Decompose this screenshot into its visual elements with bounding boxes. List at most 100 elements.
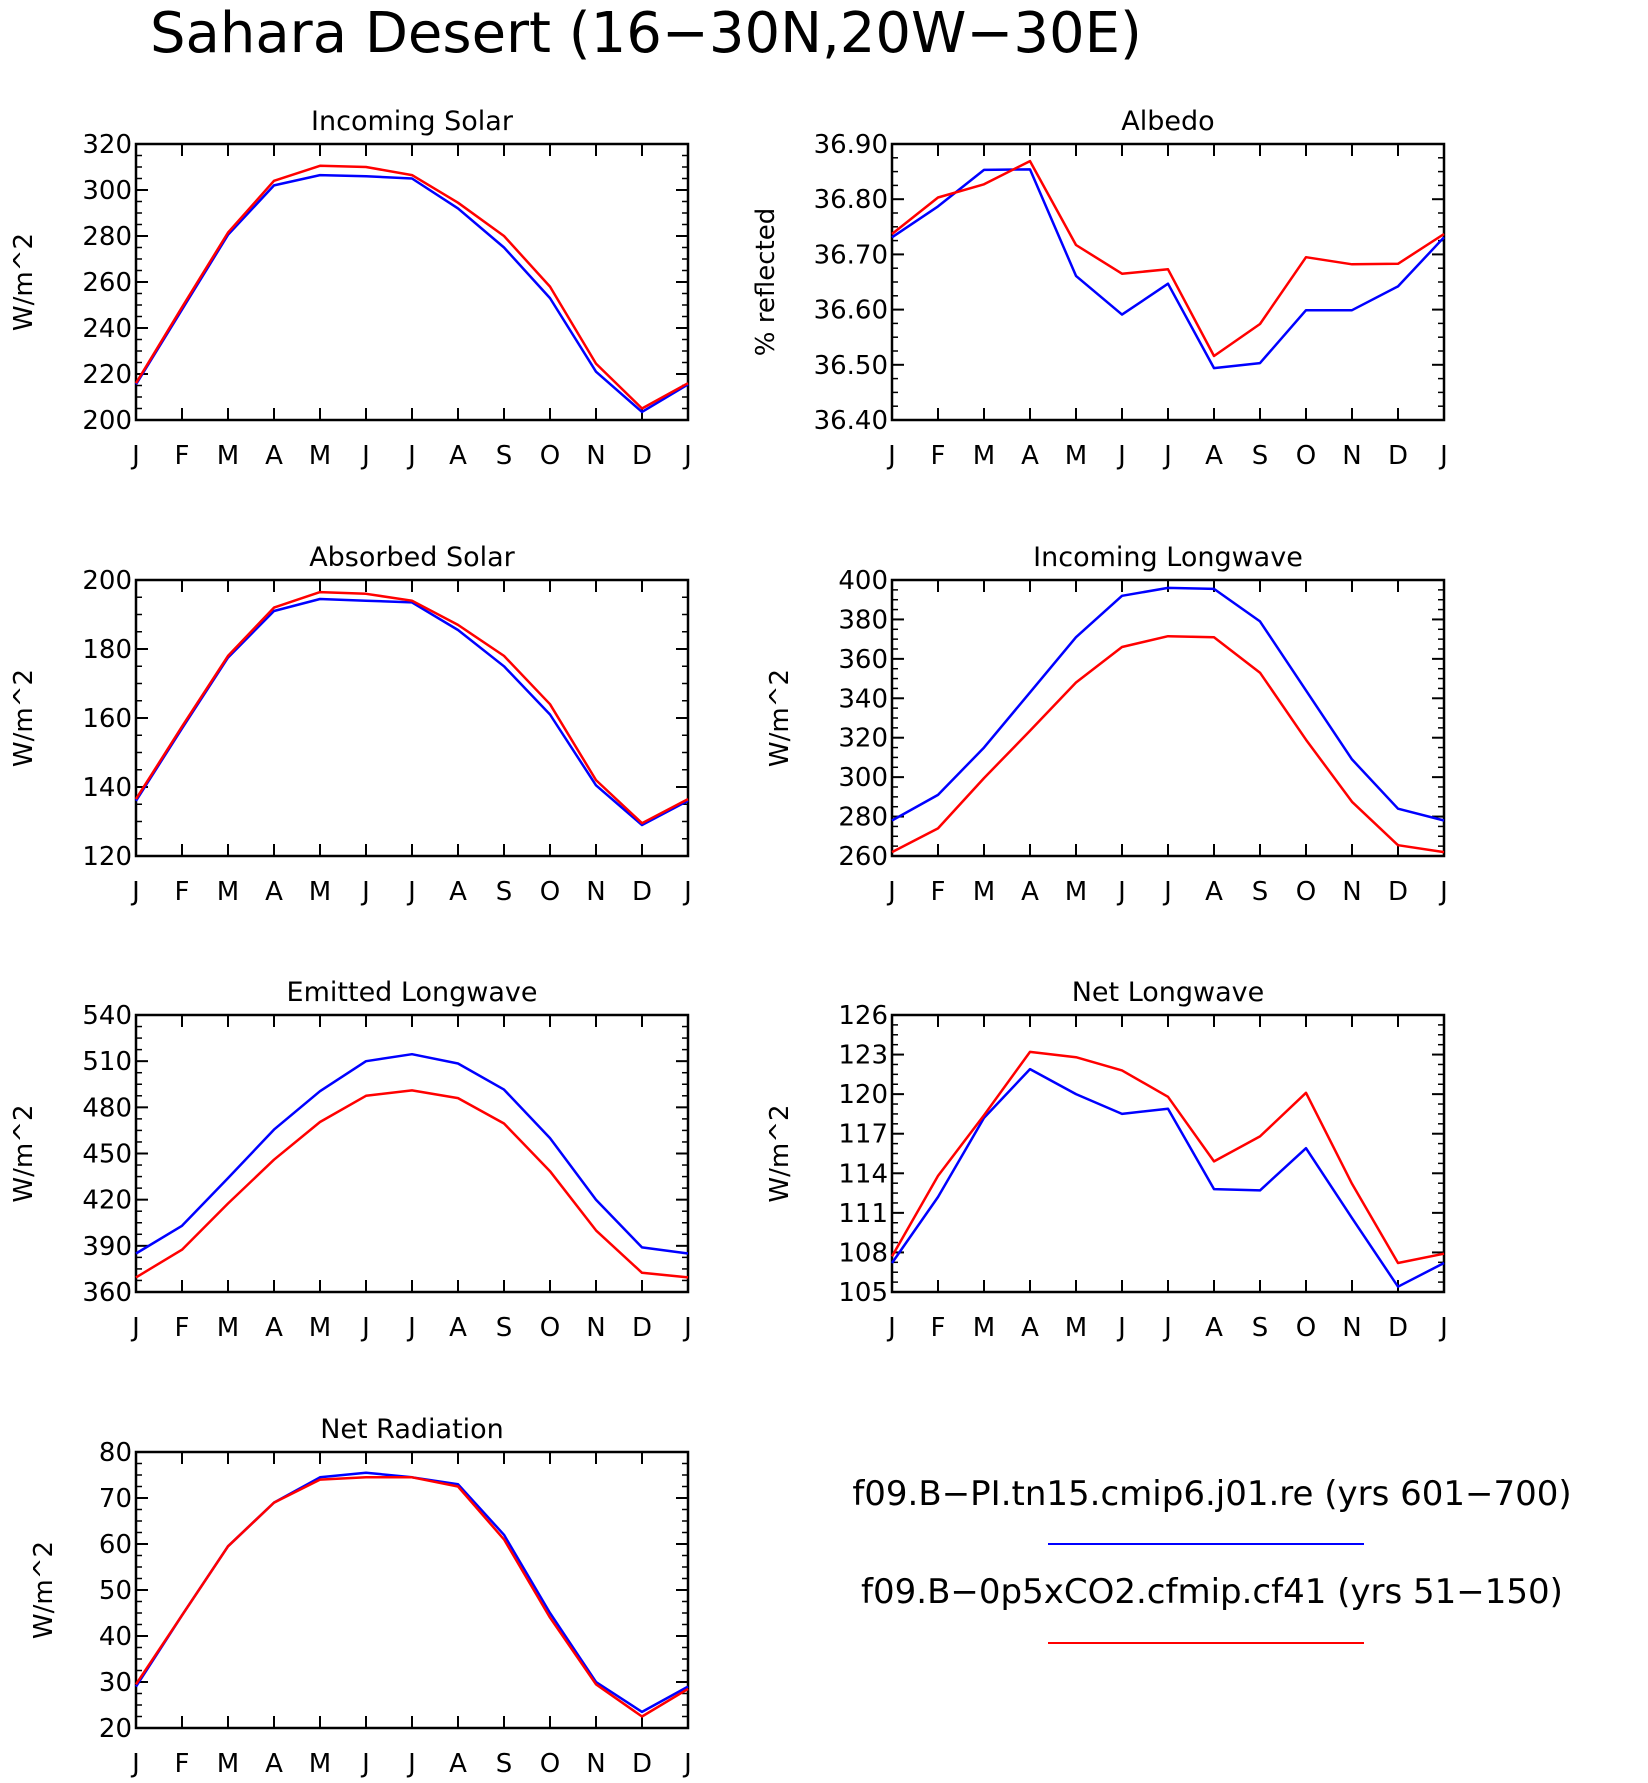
x-tick-label: J [130,1313,140,1343]
x-tick-label: O [1296,877,1316,907]
x-tick-label: A [265,877,283,907]
y-tick-label: 111 [838,1199,888,1229]
series-line-pi [134,173,689,414]
panel-title: Emitted Longwave [287,977,538,1008]
series-line-pi [135,1052,689,1255]
panel-title: Net Radiation [320,1414,504,1445]
series-line-pi [890,1067,1445,1288]
y-tick-label: 320 [82,130,132,160]
y-tick-label: 40 [99,1622,132,1652]
x-tick-label: N [586,441,605,471]
y-tick-label: 300 [82,176,132,206]
y-tick-label: 200 [82,406,132,436]
x-tick-label: A [1021,877,1039,907]
y-tick-label: 20 [99,1714,132,1744]
x-tick-label: N [1342,441,1361,471]
x-tick-label: D [632,877,652,907]
x-tick-label: S [496,1313,513,1343]
x-tick-label: O [540,441,560,471]
x-tick-label: O [1296,1313,1316,1343]
y-tick-label: 200 [82,566,132,596]
y-tick-label: 280 [82,222,132,252]
y-tick-label: 108 [838,1238,888,1268]
x-tick-label: J [130,441,140,471]
x-tick-label: J [1162,877,1172,907]
x-tick-label: F [175,1749,190,1779]
y-tick-label: 105 [838,1278,888,1308]
y-tick-label: 280 [838,803,888,833]
y-tick-label: 123 [838,1041,888,1071]
y-tick-label: 480 [82,1093,132,1123]
series-line-pi [891,168,1445,370]
x-tick-label: N [1342,1313,1361,1343]
series-line-pi [134,1471,689,1714]
y-tick-label: 260 [838,842,888,872]
y-tick-label: 36.80 [814,185,888,215]
x-tick-label: A [265,441,283,471]
y-axis-label: W/m^2 [765,669,795,767]
x-tick-label: J [886,441,896,471]
y-tick-label: 140 [82,773,132,803]
x-tick-label: S [496,877,513,907]
y-tick-label: 70 [99,1484,132,1514]
x-tick-label: N [586,877,605,907]
x-tick-label: F [931,1313,946,1343]
x-tick-label: J [1438,441,1448,471]
plot-frame [890,1013,1446,1294]
x-tick-label: J [682,441,692,471]
y-tick-label: 180 [82,635,132,665]
x-tick-label: M [217,877,239,907]
x-tick-label: J [682,1749,692,1779]
y-tick-label: 450 [82,1140,132,1170]
y-tick-label: 540 [82,1001,132,1031]
y-tick-label: 114 [838,1159,888,1189]
x-tick-label: M [217,441,239,471]
panel-title: Albedo [1121,106,1214,137]
y-tick-label: 36.40 [814,406,888,436]
x-tick-label: S [1252,441,1269,471]
y-tick-label: 36.60 [814,296,888,326]
y-tick-label: 420 [82,1186,132,1216]
series-line-co2 [134,1476,689,1718]
y-tick-label: 36.50 [814,351,888,381]
y-tick-label: 36.70 [814,240,888,270]
x-tick-label: D [1388,877,1408,907]
y-tick-label: 400 [838,566,888,596]
y-axis-label: W/m^2 [9,669,39,767]
plot-frame [134,1013,690,1294]
x-tick-label: M [973,441,995,471]
x-tick-label: M [309,877,331,907]
x-tick-label: M [1065,441,1087,471]
x-tick-label: J [1438,1313,1448,1343]
legend-label-co2: f09.B−0p5xCO2.cfmip.cf41 (yrs 51−150) [861,1572,1563,1612]
x-tick-label: M [309,1749,331,1779]
y-tick-label: 120 [838,1080,888,1110]
y-tick-label: 126 [838,1001,888,1031]
x-tick-label: J [360,441,370,471]
x-tick-label: J [406,441,416,471]
x-tick-label: S [1252,1313,1269,1343]
x-tick-label: N [586,1313,605,1343]
x-tick-label: A [1021,1313,1039,1343]
x-tick-label: M [309,441,331,471]
x-tick-label: M [309,1313,331,1343]
series-line-pi [134,597,689,827]
x-tick-label: M [973,877,995,907]
y-axis-label: % reflected [751,208,781,356]
x-tick-label: D [632,441,652,471]
x-tick-label: N [1342,877,1361,907]
x-tick-label: A [449,1313,467,1343]
series-line-co2 [891,159,1445,358]
figure-title: Sahara Desert (16−30N,20W−30E) [150,1,1142,66]
x-tick-label: D [1388,1313,1408,1343]
x-tick-label: N [586,1749,605,1779]
x-tick-label: J [360,877,370,907]
y-tick-label: 380 [838,605,888,635]
